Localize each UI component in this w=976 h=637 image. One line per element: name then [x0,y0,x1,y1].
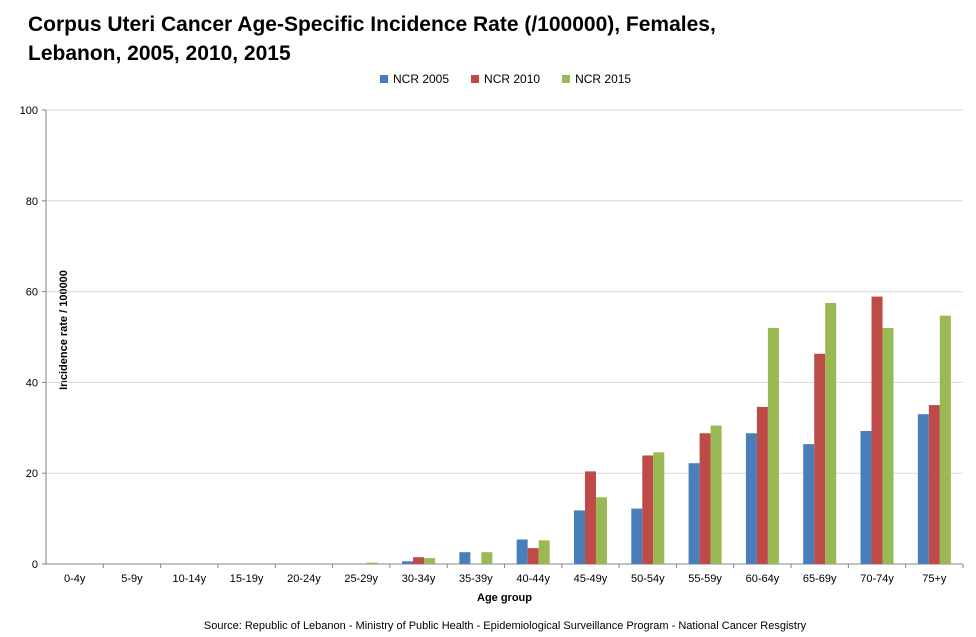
legend-swatch [562,75,571,83]
bar [481,552,493,564]
x-tick-label: 5-9y [121,573,143,585]
legend-label: NCR 2010 [484,72,541,86]
x-tick-label: 10-14y [172,573,206,585]
x-tick-label: 35-39y [459,573,493,585]
x-tick-label: 60-64y [746,573,780,585]
bar [860,430,872,564]
x-tick-label: 40-44y [516,573,550,585]
x-tick-label: 65-69y [803,573,837,585]
legend-swatch [380,75,388,83]
x-tick-label: 55-59y [688,573,722,585]
bar [710,425,722,564]
bar [928,405,940,564]
y-tick-label: 20 [26,468,38,480]
bar [424,558,436,564]
bar [756,406,768,564]
y-tick-label: 80 [26,196,38,208]
bar [917,414,929,564]
legend-swatch [471,75,480,83]
y-tick-label: 100 [20,105,38,117]
x-tick-label: 15-19y [230,573,264,585]
x-tick-label: 50-54y [631,573,665,585]
bar [825,302,837,564]
bar [413,557,425,564]
bar [573,510,585,564]
bar [939,315,951,564]
bar [814,353,826,564]
legend-label: NCR 2005 [393,72,450,86]
bar [459,552,471,564]
bar [538,540,550,564]
bar [595,497,607,564]
bar [688,463,700,564]
source-note: Source: Republic of Lebanon - Ministry o… [203,620,807,632]
legend: NCR 2005 NCR 2010 NCR 2015 [0,70,976,88]
x-tick-label: 30-34y [402,573,436,585]
x-tick-label: 70-74y [860,573,894,585]
x-axis-label: Age group [477,592,532,604]
legend-item: NCR 2010 [471,70,540,88]
x-tick-label: 45-49y [574,573,608,585]
y-tick-label: 40 [26,377,38,389]
bar [882,327,894,564]
x-tick-label: 20-24y [287,573,321,585]
legend-item: NCR 2015 [562,70,631,88]
bar [745,433,757,564]
y-tick-label: 0 [32,559,38,571]
bar [584,471,596,564]
bar [653,452,665,564]
x-tick-label: 25-29y [344,573,378,585]
x-tick-label: 0-4y [64,573,86,585]
legend-item: NCR 2005 [380,70,449,88]
y-tick-label: 60 [26,287,38,299]
bar [803,444,815,564]
bar [871,296,883,564]
bar [642,455,654,564]
chart-title: Corpus Uteri Cancer Age-Specific Inciden… [28,13,716,65]
bar [527,548,539,564]
x-tick-label: 75+y [922,573,947,585]
bar [767,327,779,564]
bar [699,433,711,564]
bar [516,539,528,564]
legend-label: NCR 2015 [575,72,632,86]
bar [366,562,378,564]
bar [631,508,643,564]
bar [402,561,414,564]
